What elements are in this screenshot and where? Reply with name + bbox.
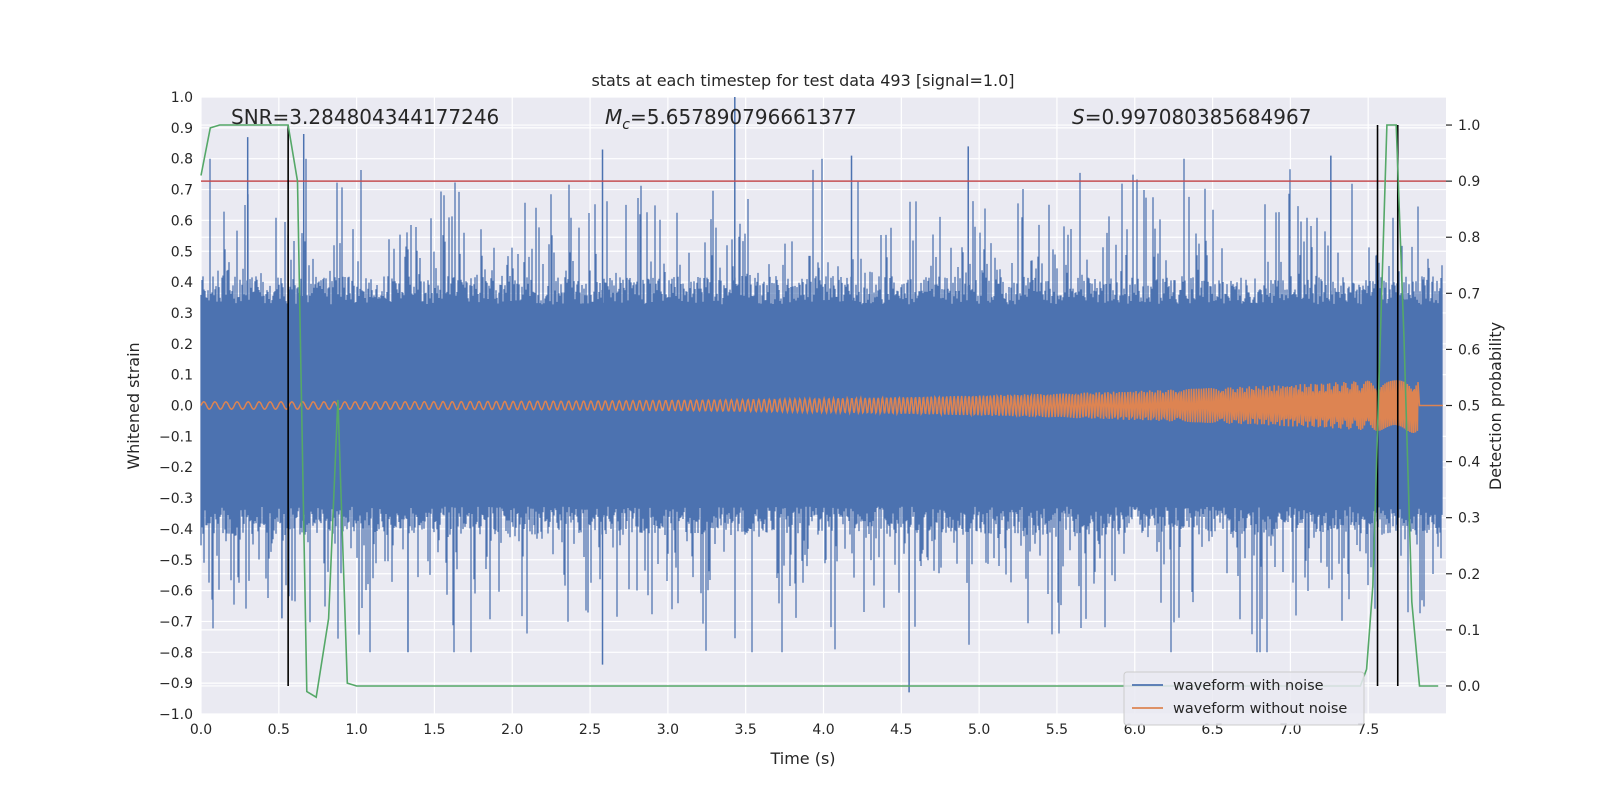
y2-tick-label: 0.5 [1458,399,1480,415]
y-tick-label: −0.8 [159,645,193,661]
x-tick-label: 7.0 [1279,722,1301,738]
y2-tick-label: 0.3 [1458,511,1480,527]
x-tick-label: 5.0 [968,722,990,738]
x-tick-label: 0.5 [268,722,290,738]
x-tick-label: 2.5 [579,722,601,738]
y-tick-label: −0.9 [159,676,193,692]
y-tick-label: 1.0 [171,90,193,106]
chart-title: stats at each timestep for test data 493… [591,71,1014,90]
legend-label-clean: waveform without noise [1173,701,1347,717]
y-tick-label: 0.9 [171,121,193,137]
y-tick-label: −0.3 [159,491,193,507]
series-detection-probability [200,124,1439,699]
y-tick-label: −0.2 [159,460,193,476]
series-waveform-without-noise [200,380,1443,434]
data-marks [200,97,1446,699]
y2-tick-label: 0.4 [1458,455,1480,471]
x-tick-label: 6.5 [1201,722,1223,738]
s-annotation: S=0.997080385684967 [1072,105,1311,129]
x-tick-label: 2.0 [501,722,523,738]
axis-ticks: 0.0 0.5 1.0 1.5 2.0 2.5 3.0 3.5 4.0 4.5 5.0 5.5 6.0 6… [159,90,1480,738]
y-tick-label: −0.5 [159,553,193,569]
x-tick-label: 6.0 [1124,722,1146,738]
y-tick-label: 0.2 [171,337,193,353]
snr-annotation: SNR=3.284804344177246 [231,105,499,129]
x-tick-label: 0.0 [190,722,212,738]
x-axis-label: Time (s) [769,749,835,768]
legend-box [1123,671,1365,726]
x-tick-label: 3.5 [735,722,757,738]
x-tick-label: 1.0 [345,722,367,738]
y2-tick-label: 0.7 [1458,286,1480,302]
y2-tick-label: 0.2 [1458,567,1480,583]
y2-tick-label: 0.1 [1458,623,1480,639]
y-axis-label: Whitened strain [124,342,143,469]
x-tick-label: 1.5 [423,722,445,738]
y2-axis-label: Detection probability [1486,322,1505,490]
chirp-mass-annotation: Mc=5.657890796661377 [605,105,857,133]
y2-tick-label: 0.0 [1458,679,1480,695]
y-tick-label: 0.5 [171,244,193,260]
y-tick-label: −0.6 [159,584,193,600]
y-tick-label: 0.6 [171,213,193,229]
y-tick-label: 0.0 [171,399,193,415]
x-tick-label: 4.0 [812,722,834,738]
y-tick-label: −1.0 [159,707,193,723]
y-tick-label: −0.1 [159,429,193,445]
x-tick-label: 7.5 [1357,722,1379,738]
y-tick-label: −0.7 [159,614,193,630]
legend-label-noise: waveform with noise [1173,678,1324,694]
y-tick-label: 0.4 [171,275,193,291]
legend: waveform with noise waveform without noi… [1123,671,1365,726]
x-tick-label: 3.0 [657,722,679,738]
y2-tick-label: 0.6 [1458,342,1480,358]
y-tick-label: 0.3 [171,306,193,322]
y2-tick-label: 0.8 [1458,230,1480,246]
y-tick-label: 0.1 [171,368,193,384]
y2-tick-label: 1.0 [1458,118,1480,134]
x-tick-label: 4.5 [890,722,912,738]
y-tick-label: 0.8 [171,152,193,168]
y2-tick-label: 0.9 [1458,174,1480,190]
y-tick-label: −0.4 [159,522,193,538]
y-tick-label: 0.7 [171,183,193,199]
x-tick-label: 5.5 [1046,722,1068,738]
